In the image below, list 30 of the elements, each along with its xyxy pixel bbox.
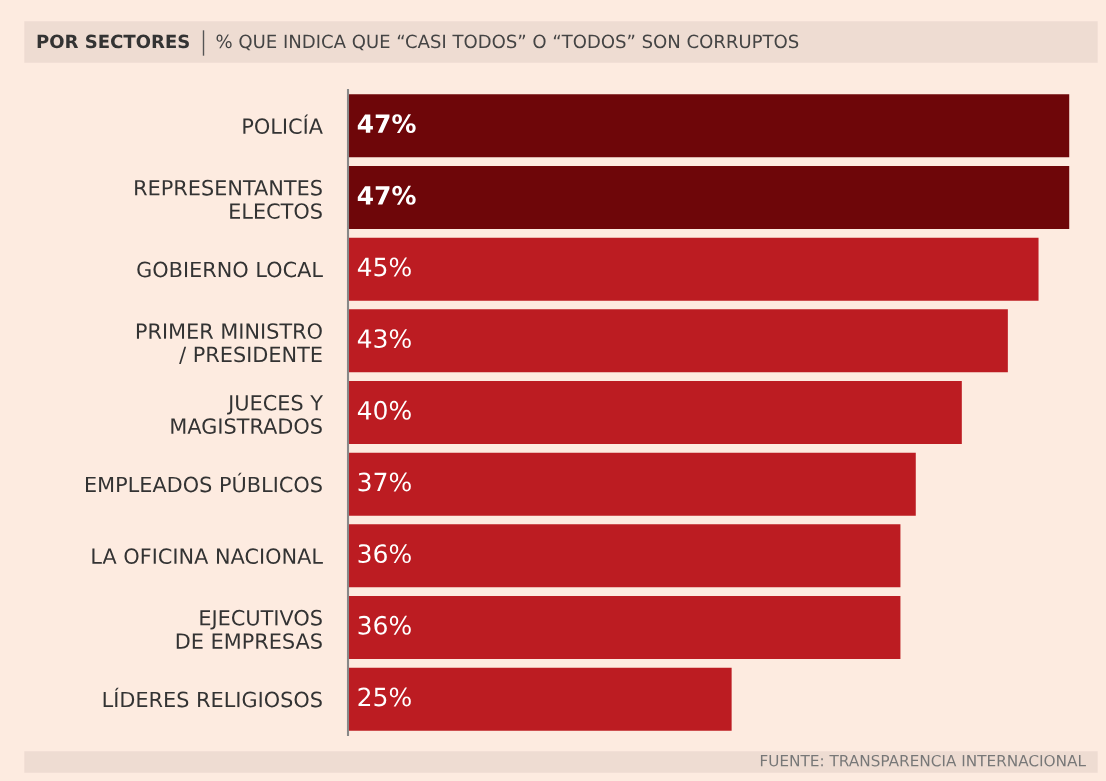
data-label: 36% (358, 544, 411, 564)
bar (348, 524, 901, 588)
bar (348, 165, 1070, 230)
data-label: 47% (357, 185, 416, 205)
y-tick-label: JUECES Y MAGISTRADOS (171, 394, 324, 434)
bar (348, 667, 732, 731)
data-label: 40% (357, 400, 411, 420)
y-tick-label: EMPLEADOS PÚBLICOS (86, 472, 322, 493)
y-tick-label: REPRESENTANTES ELECTOS (135, 179, 322, 219)
data-label: 43% (357, 329, 411, 349)
bar (348, 94, 1070, 158)
bar (348, 595, 901, 660)
data-label: 45% (357, 257, 411, 277)
data-label: 47% (357, 114, 416, 134)
data-label: 25% (358, 687, 411, 707)
y-tick-label: POLICÍA (243, 114, 323, 135)
data-label: 36% (358, 615, 411, 635)
y-tick-label: LA OFICINA NACIONAL (92, 548, 323, 565)
y-tick-label: EJECUTIVOS DE EMPRESAS (176, 609, 322, 649)
y-tick-label: LÍDERES RELIGIOSOS (103, 687, 322, 708)
bar (348, 380, 962, 445)
bar (348, 309, 1008, 373)
source-note: FUENTE: TRANSPARENCIA INTERNACIONAL (760, 754, 1086, 767)
data-label: 37% (358, 472, 411, 492)
text: POR SECTORES (37, 34, 189, 49)
y-tick-label: PRIMER MINISTRO / PRESIDENTE (136, 323, 322, 364)
chart-subtitle: % QUE INDICA QUE “CASI TODOS” O “TODOS” SON CORRUPTOS (216, 34, 799, 51)
y-tick-label: GOBIERNO LOCAL (137, 261, 323, 278)
bar (348, 452, 916, 516)
bar (348, 237, 1039, 301)
